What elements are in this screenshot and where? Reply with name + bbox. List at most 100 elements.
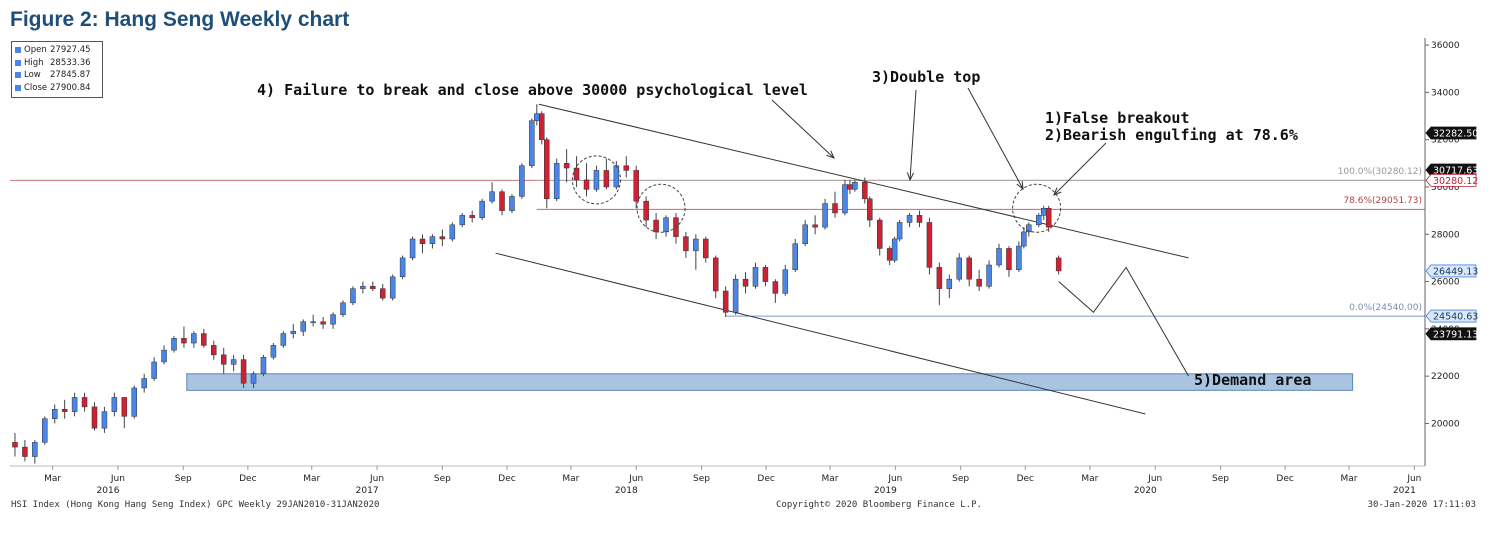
candle-body [896,222,903,240]
fib-levels-layer [10,179,1425,317]
candle-body [310,321,316,324]
candle-body [141,378,147,389]
candle-body [111,397,118,412]
candle-body [543,139,550,200]
fib-label-100: 100.0%(30280.12) [1338,167,1422,177]
legend-swatch [15,47,21,54]
annotation-arrow-head [906,172,915,182]
candle-body [449,224,456,240]
candle-body [1036,215,1042,226]
candle-body [101,411,108,429]
x-tick-label: Jun [887,474,902,484]
channel-upper-line [538,103,1189,259]
candle-body [772,281,779,294]
candle-body [613,165,620,188]
x-year-label: 2019 [874,486,897,496]
candle-body [429,236,436,244]
footer-center: Copyright© 2020 Bloomberg Finance L.P. [776,500,982,510]
highlight-circle [1012,183,1062,233]
ohlc-open: Open 27927.45 [15,44,99,57]
candle-body [300,321,306,332]
candle-body [161,349,167,363]
candle-body [250,373,257,384]
candle-body [409,238,416,259]
projection-path [1058,266,1190,377]
candle-body [399,257,406,278]
candle-body [906,215,913,223]
x-tick-label: Sep [1212,474,1229,484]
x-tick-label: Jun [628,474,643,484]
y-tick-label: 36000 [1431,41,1460,51]
highlight-circle [636,183,686,233]
x-tick-label: Mar [303,474,320,484]
candle-body [593,170,600,190]
annotation-arrow [1053,142,1107,196]
ohlc-close: Close 27900.84 [15,82,99,95]
x-year-label: 2020 [1134,486,1157,496]
candle-body [320,321,326,325]
demand-zone [186,373,1354,391]
candle-body [762,267,769,282]
annotation-demand: 5)Demand area [1194,371,1311,389]
price-tag-label: 30717.63 [1433,166,1478,177]
candle-body [81,397,88,408]
x-tick-label: Jun [369,474,384,484]
candle-body [653,219,659,233]
candle-body [812,224,818,228]
candle-body [1045,208,1052,228]
price-tag-box [1425,327,1477,341]
candle-body [603,170,610,188]
figure-title: Figure 2: Hang Seng Weekly chart [10,8,350,31]
candle-body [379,288,386,299]
candle-body [1021,231,1027,247]
candle-body [553,163,560,200]
annotation-arrow [909,89,917,181]
annotation-arrow-head [1016,180,1024,191]
candle-body [742,278,749,287]
candle-body [916,215,923,223]
x-tick-label: Mar [1341,474,1358,484]
candle-body [563,163,570,169]
candle-body [583,179,590,190]
candle-body [270,345,277,358]
candle-body [752,267,759,287]
candle-body [280,333,287,346]
x-tick-label: Jun [1406,474,1421,484]
x-tick-label: Dec [498,474,515,484]
annotation-failure: 4) Failure to break and close above 3000… [257,81,808,99]
annotation-arrow [967,87,1024,190]
price-tag-label: 32282.50 [1433,128,1478,139]
footer-right: 30-Jan-2020 17:11:03 [1368,500,1476,510]
candle-body [201,333,207,346]
candle-body [782,269,789,294]
y-tick-label: 28000 [1431,230,1460,240]
x-tick-label: Sep [693,474,710,484]
candle-body [42,418,48,443]
footer-left: HSI Index (Hong Kong Hang Seng Index) GP… [11,500,379,510]
candle-body [91,406,98,429]
channel-lower-line [495,252,1146,415]
candle-body [260,356,267,375]
candle-body [966,257,972,280]
y-tick-label: 34000 [1431,88,1460,98]
x-tick-label: Sep [175,474,192,484]
x-tick-label: Dec [757,474,774,484]
x-tick-label: Dec [1017,474,1034,484]
candle-body [489,191,495,202]
candle-body [832,203,838,214]
candle-body [847,184,853,190]
channel-layer [495,103,1190,415]
highlight-circle [571,155,621,205]
candle-body [623,165,630,171]
ohlc-high: High 28533.36 [15,57,99,70]
candle-body [573,167,580,181]
candle-body [867,198,873,221]
candle-body [240,359,247,384]
candle-body [230,359,237,365]
y-tick-label: 26000 [1431,278,1460,288]
x-tick-label: Mar [562,474,579,484]
candle-body [290,330,297,334]
candle-body [1016,245,1022,270]
